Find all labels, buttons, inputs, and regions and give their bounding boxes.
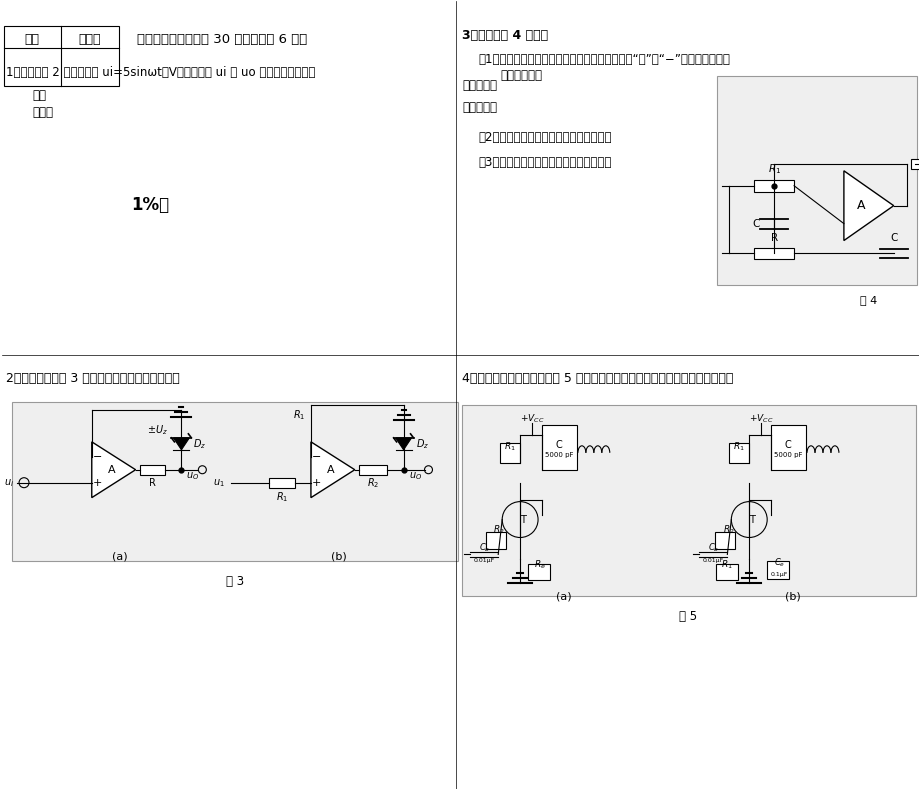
Text: 二、分析题（本题共 30 分，每小题 6 分）: 二、分析题（本题共 30 分，每小题 6 分） — [136, 32, 307, 46]
Bar — [500, 443, 519, 463]
Bar — [528, 564, 550, 581]
Text: 4、试用相位平衡条件判断图 5 所示各电路是否可能产生正弦波振荡？为什么？: 4、试用相位平衡条件判断图 5 所示各电路是否可能产生正弦波振荡？为什么？ — [462, 372, 733, 385]
Text: T: T — [748, 514, 754, 525]
Text: +: + — [93, 478, 102, 487]
Bar — [541, 425, 576, 470]
Bar — [140, 465, 165, 475]
Text: A: A — [326, 465, 335, 475]
Text: C: C — [752, 219, 759, 228]
Text: 图 4: 图 4 — [859, 295, 877, 306]
Text: A: A — [108, 465, 116, 475]
Bar — [754, 247, 793, 259]
Bar — [4, 26, 119, 86]
Text: $+V_{CC}$: $+V_{CC}$ — [519, 413, 544, 426]
Text: 阅卷人: 阅卷人 — [78, 32, 101, 46]
Text: C: C — [555, 440, 562, 450]
Text: R: R — [770, 232, 777, 243]
Bar — [717, 76, 915, 285]
Bar — [754, 180, 793, 192]
Text: $+V_{CC}$: $+V_{CC}$ — [748, 413, 773, 426]
Text: 想的。: 想的。 — [32, 106, 53, 119]
Bar — [910, 159, 919, 169]
Text: 图 3: 图 3 — [226, 575, 244, 589]
Text: A: A — [856, 199, 864, 213]
Text: C: C — [889, 232, 896, 243]
Text: 得分: 得分 — [25, 32, 40, 46]
Text: $R_2$: $R_2$ — [721, 523, 733, 536]
Text: （2）若以短路，则电路将产生什么现象？: （2）若以短路，则电路将产生什么现象？ — [478, 131, 611, 144]
Text: $R_1$: $R_1$ — [766, 162, 780, 175]
Bar — [715, 532, 734, 550]
Text: 値。: 値。 — [32, 89, 46, 102]
Text: 5000 pF: 5000 pF — [544, 452, 573, 457]
Text: $C_b$: $C_b$ — [707, 541, 719, 554]
Bar — [12, 402, 458, 562]
Text: (b): (b) — [784, 591, 800, 601]
Bar — [268, 478, 295, 487]
Text: $R_e$: $R_e$ — [534, 559, 545, 570]
Bar — [729, 443, 748, 463]
Text: 图 5: 图 5 — [679, 610, 697, 623]
Polygon shape — [311, 442, 355, 498]
Text: $u_i$: $u_i$ — [4, 477, 14, 488]
Text: 0.01μF: 0.01μF — [702, 558, 723, 563]
Text: 1、电路如图 2 所示，已知 ui=5sinωt（V），试画出 ui 与 uo 的波形，并标出幅: 1、电路如图 2 所示，已知 ui=5sinωt（V），试画出 ui 与 uo … — [6, 66, 315, 79]
Text: $\pm U_z$: $\pm U_z$ — [146, 423, 167, 437]
Text: −: − — [93, 452, 102, 462]
Text: −: − — [312, 452, 322, 462]
Text: $R_2$: $R_2$ — [366, 476, 379, 490]
Text: $R_2$: $R_2$ — [493, 523, 505, 536]
Text: $D_z$: $D_z$ — [193, 437, 207, 451]
Text: $D_z$: $D_z$ — [415, 437, 428, 451]
Text: 5000 pF: 5000 pF — [773, 452, 801, 457]
Text: C: C — [784, 440, 790, 450]
Text: 设二极管是理: 设二极管是理 — [500, 70, 541, 82]
Text: (a): (a) — [556, 591, 571, 601]
Text: 1%不: 1%不 — [131, 196, 170, 214]
Text: (a): (a) — [112, 551, 128, 562]
Text: $C_b$: $C_b$ — [478, 541, 490, 554]
Polygon shape — [92, 442, 135, 498]
Text: $u_O$: $u_O$ — [408, 470, 421, 482]
Polygon shape — [843, 171, 892, 240]
Text: $R_1$: $R_1$ — [504, 441, 516, 453]
Text: $u_1$: $u_1$ — [213, 477, 225, 488]
Polygon shape — [174, 438, 189, 450]
Text: $R_1$: $R_1$ — [276, 490, 288, 503]
Bar — [462, 405, 914, 596]
Text: 0.1μF: 0.1μF — [769, 572, 787, 577]
Text: $R_1$: $R_1$ — [720, 559, 732, 570]
Bar — [770, 425, 805, 470]
Text: $C_e$: $C_e$ — [773, 556, 784, 569]
Text: 2、试分别画出图 3 所示各电路的电压传输特性。: 2、试分别画出图 3 所示各电路的电压传输特性。 — [6, 372, 179, 385]
Text: T: T — [519, 514, 526, 525]
Text: R: R — [149, 478, 156, 487]
Polygon shape — [395, 438, 411, 450]
Text: 振荡电路。: 振荡电路。 — [462, 101, 497, 114]
Text: $u_O$: $u_O$ — [187, 470, 199, 482]
Text: （1）为使电路产生正弦波振荡，标出集成运放的“十”和“−”；并说明电路是: （1）为使电路产生正弦波振荡，标出集成运放的“十”和“−”；并说明电路是 — [478, 53, 730, 66]
Text: (b): (b) — [331, 551, 346, 562]
Bar — [486, 532, 505, 550]
Text: +: + — [312, 478, 322, 487]
Bar — [358, 465, 386, 475]
Text: $R_1$: $R_1$ — [292, 408, 305, 422]
Bar — [766, 562, 789, 579]
Bar — [716, 564, 737, 581]
Text: （3）若以断路，则电路将产生什么现象？: （3）若以断路，则电路将产生什么现象？ — [478, 156, 611, 169]
Text: 哪种正弦波: 哪种正弦波 — [462, 79, 497, 92]
Text: $R_1$: $R_1$ — [732, 441, 744, 453]
Text: 3、电路如图 4 所示。: 3、电路如图 4 所示。 — [462, 29, 548, 43]
Text: 0.01μF: 0.01μF — [473, 558, 494, 563]
